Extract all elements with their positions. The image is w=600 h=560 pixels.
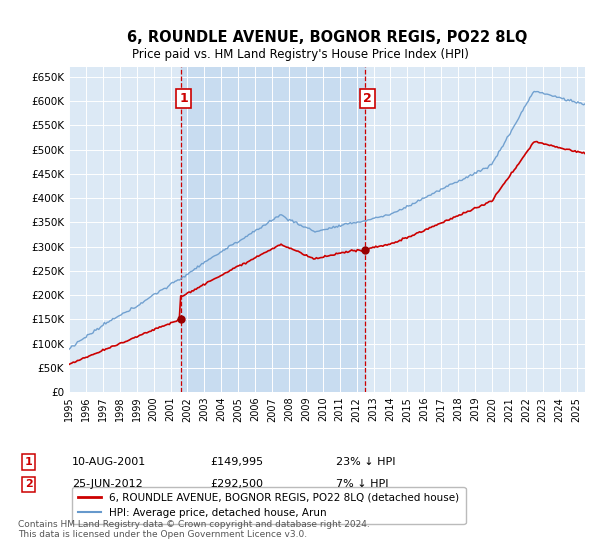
Text: 25-JUN-2012: 25-JUN-2012 [72, 479, 143, 489]
Title: 6, ROUNDLE AVENUE, BOGNOR REGIS, PO22 8LQ: 6, ROUNDLE AVENUE, BOGNOR REGIS, PO22 8L… [127, 30, 527, 45]
Text: 23% ↓ HPI: 23% ↓ HPI [336, 457, 395, 467]
Text: 7% ↓ HPI: 7% ↓ HPI [336, 479, 389, 489]
Text: 1: 1 [179, 92, 188, 105]
Legend: 6, ROUNDLE AVENUE, BOGNOR REGIS, PO22 8LQ (detached house), HPI: Average price, : 6, ROUNDLE AVENUE, BOGNOR REGIS, PO22 8L… [71, 487, 466, 524]
Text: 1: 1 [25, 457, 32, 467]
Text: 10-AUG-2001: 10-AUG-2001 [72, 457, 146, 467]
Text: Price paid vs. HM Land Registry's House Price Index (HPI): Price paid vs. HM Land Registry's House … [131, 48, 469, 60]
Text: £292,500: £292,500 [210, 479, 263, 489]
Text: £149,995: £149,995 [210, 457, 263, 467]
Text: Contains HM Land Registry data © Crown copyright and database right 2024.
This d: Contains HM Land Registry data © Crown c… [18, 520, 370, 539]
Text: 2: 2 [363, 92, 372, 105]
Text: 2: 2 [25, 479, 32, 489]
Bar [181, 67, 365, 392]
